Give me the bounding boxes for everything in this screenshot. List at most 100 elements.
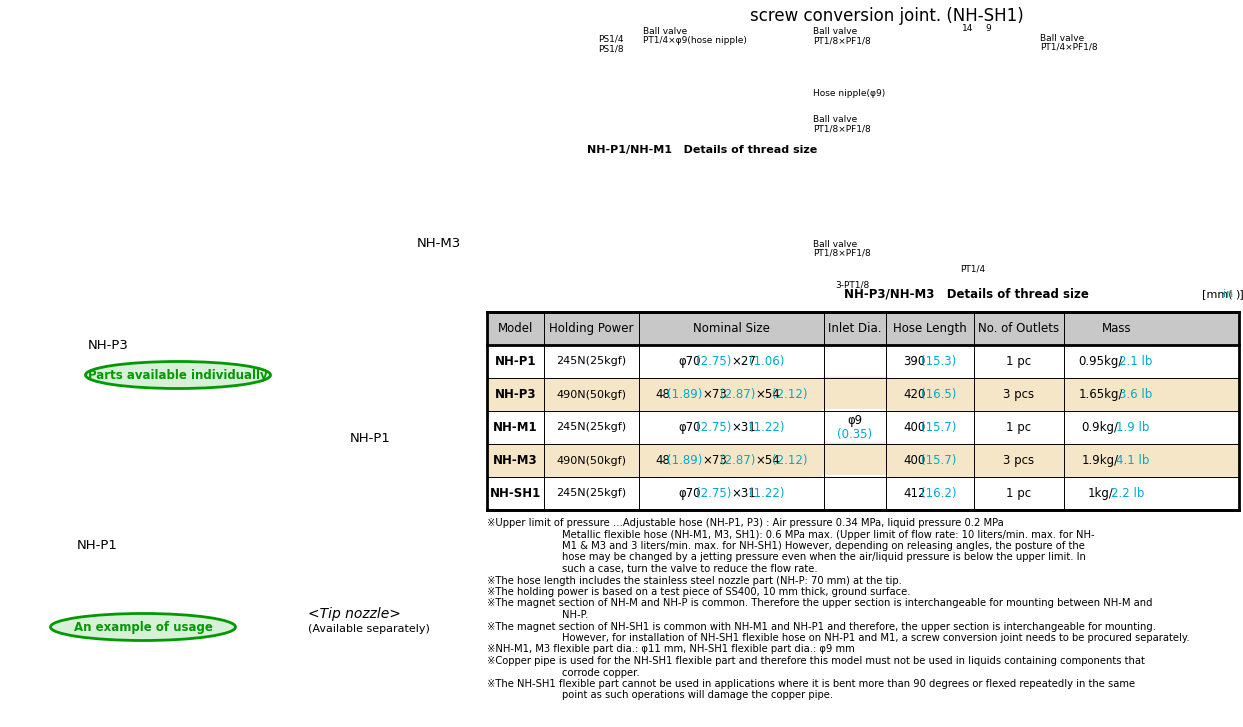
Text: corrode copper.: corrode copper. [562,667,640,678]
Text: (2.75): (2.75) [696,355,732,368]
Bar [487,411,1239,444]
Text: NH-SH1: NH-SH1 [490,487,541,500]
Ellipse shape [86,361,271,388]
Text: (15.3): (15.3) [921,355,956,368]
Text: No. of Outlets: No. of Outlets [978,322,1059,335]
Text: PT1/4×φ9(hose nipple): PT1/4×φ9(hose nipple) [643,36,747,45]
Text: ※Upper limit of pressure …Adjustable hose (NH-P1, P3) : Air pressure 0.34 MPa, l: ※Upper limit of pressure …Adjustable hos… [487,518,1004,528]
Text: φ70: φ70 [679,355,701,368]
Text: <Tip nozzle>: <Tip nozzle> [308,607,401,621]
Text: 412: 412 [904,487,926,500]
Text: M1 & M3 and 3 liters/min. max. for NH-SH1) However, depending on releasing angle: M1 & M3 and 3 liters/min. max. for NH-SH… [562,541,1085,551]
Text: NH-P3/NH-M3   Details of thread size: NH-P3/NH-M3 Details of thread size [844,287,1089,300]
Text: NH-M1: NH-M1 [493,421,538,434]
Text: Inlet Dia.: Inlet Dia. [828,322,881,335]
Text: [mm(: [mm( [1202,289,1233,299]
Text: 490N(50kgf): 490N(50kgf) [557,456,626,465]
Bar [487,345,1239,378]
Text: Mass: Mass [1101,322,1131,335]
Text: 2.2 lb: 2.2 lb [1111,487,1144,500]
Text: (2.87): (2.87) [720,388,756,401]
Text: NH-P3: NH-P3 [495,388,536,401]
Text: (1.06): (1.06) [750,355,784,368]
Text: Ball valve: Ball valve [813,240,858,249]
Text: 2.1 lb: 2.1 lb [1120,355,1152,368]
Text: NH-P1: NH-P1 [351,432,390,445]
Text: Parts available individually: Parts available individually [88,369,267,382]
Text: (16.2): (16.2) [921,487,957,500]
Text: 1 pc: 1 pc [1007,421,1032,434]
Text: PT1/4×PF1/8: PT1/4×PF1/8 [1040,43,1098,52]
Text: (15.7): (15.7) [921,421,957,434]
Text: φ9: φ9 [848,414,863,427]
Text: ×31: ×31 [731,421,756,434]
Text: 3 pcs: 3 pcs [1003,454,1034,467]
Text: 1 pc: 1 pc [1007,487,1032,500]
Text: NH-P.: NH-P. [562,610,588,620]
Text: ×31: ×31 [731,487,756,500]
Text: PS1/8: PS1/8 [598,44,624,53]
Text: 3 pcs: 3 pcs [1003,388,1034,401]
Text: φ70: φ70 [679,421,701,434]
Text: NH-M3: NH-M3 [493,454,538,467]
Text: 48: 48 [655,388,670,401]
Text: (15.7): (15.7) [921,454,957,467]
Text: 390: 390 [904,355,926,368]
Text: )]: )] [1236,289,1243,299]
Text: 1.65kg/: 1.65kg/ [1079,388,1122,401]
Text: 400: 400 [904,454,926,467]
Text: Ball valve: Ball valve [1040,34,1084,43]
Text: 14: 14 [962,24,973,33]
Text: Hose nipple(φ9): Hose nipple(φ9) [813,89,885,98]
Text: ×73: ×73 [702,388,727,401]
Text: Ball valve: Ball valve [813,27,858,36]
Text: ×54: ×54 [755,388,779,401]
Bar [487,312,1239,345]
Text: ※The magnet section of NH-M and NH-P is common. Therefore the upper section is i: ※The magnet section of NH-M and NH-P is … [487,598,1152,608]
Text: NH-P3: NH-P3 [88,339,129,352]
Text: (0.35): (0.35) [838,428,873,441]
Text: (16.5): (16.5) [921,388,957,401]
Text: Ball valve: Ball valve [813,115,858,124]
Text: However, for installation of NH-SH1 flexible hose on NH-P1 and M1, a screw conve: However, for installation of NH-SH1 flex… [562,633,1190,643]
Text: NH-P1: NH-P1 [77,539,118,552]
Text: (Available separately): (Available separately) [308,624,430,634]
Text: (1.22): (1.22) [750,421,784,434]
Text: 1.9 lb: 1.9 lb [1116,421,1150,434]
Text: 3-PT1/8: 3-PT1/8 [835,280,869,289]
Text: 4.1 lb: 4.1 lb [1116,454,1150,467]
Text: 245N(25kgf): 245N(25kgf) [557,422,626,433]
Text: (2.12): (2.12) [772,388,808,401]
Text: 3.6 lb: 3.6 lb [1120,388,1152,401]
Text: ※NH-M1, M3 flexible part dia.: φ11 mm, NH-SH1 flexible part dia.: φ9 mm: ※NH-M1, M3 flexible part dia.: φ11 mm, N… [487,645,855,654]
Bar [487,477,1239,510]
Text: ※The holding power is based on a test piece of SS400, 10 mm thick, ground surfac: ※The holding power is based on a test pi… [487,587,911,597]
Text: 9: 9 [984,24,991,33]
Text: Hose Length: Hose Length [894,322,967,335]
Text: (2.12): (2.12) [772,454,808,467]
Text: ×27: ×27 [731,355,757,368]
Text: Model: Model [497,322,533,335]
Text: PT1/4: PT1/4 [960,265,986,274]
Text: 0.9kg/: 0.9kg/ [1081,421,1119,434]
Text: ※Copper pipe is used for the NH-SH1 flexible part and therefore this model must : ※Copper pipe is used for the NH-SH1 flex… [487,656,1145,666]
Ellipse shape [51,614,235,640]
Bar [487,378,1239,411]
Text: PT1/8×PF1/8: PT1/8×PF1/8 [813,249,871,258]
Text: NH-P1/NH-M1   Details of thread size: NH-P1/NH-M1 Details of thread size [587,145,817,155]
Text: ※The magnet section of NH-SH1 is common with NH-M1 and NH-P1 and therefore, the : ※The magnet section of NH-SH1 is common … [487,622,1156,632]
Text: 490N(50kgf): 490N(50kgf) [557,390,626,400]
Text: 1 pc: 1 pc [1007,355,1032,368]
Text: (2.75): (2.75) [696,421,732,434]
Text: ×54: ×54 [755,454,779,467]
Text: Holding Power: Holding Power [549,322,634,335]
Text: (1.89): (1.89) [667,388,702,401]
Text: Nominal Size: Nominal Size [694,322,769,335]
Text: Ball valve: Ball valve [643,27,687,36]
Text: PS1/4: PS1/4 [598,34,624,43]
Text: ※The hose length includes the stainless steel nozzle part (NH-P: 70 mm) at the t: ※The hose length includes the stainless … [487,576,902,585]
Text: 48: 48 [655,454,670,467]
Text: (2.87): (2.87) [720,454,756,467]
Text: ※The NH-SH1 flexible part cannot be used in applications where it is bent more t: ※The NH-SH1 flexible part cannot be used… [487,679,1135,689]
Text: in: in [1223,289,1233,299]
